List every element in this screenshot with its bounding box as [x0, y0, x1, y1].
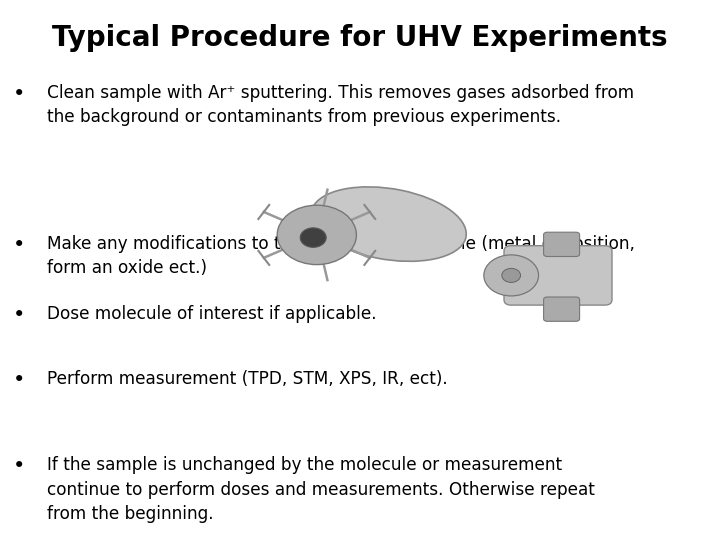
- Text: Typical Procedure for UHV Experiments: Typical Procedure for UHV Experiments: [52, 24, 668, 52]
- Ellipse shape: [311, 187, 467, 261]
- Text: Perform measurement (TPD, STM, XPS, IR, ect).: Perform measurement (TPD, STM, XPS, IR, …: [47, 370, 448, 388]
- Text: Dose molecule of interest if applicable.: Dose molecule of interest if applicable.: [47, 305, 377, 323]
- Circle shape: [300, 228, 326, 247]
- Text: •: •: [13, 456, 25, 476]
- Circle shape: [277, 205, 356, 265]
- Text: Clean sample with Ar⁺ sputtering. This removes gases adsorbed from
the backgroun: Clean sample with Ar⁺ sputtering. This r…: [47, 84, 634, 126]
- Text: •: •: [13, 370, 25, 390]
- FancyBboxPatch shape: [504, 246, 612, 305]
- Circle shape: [502, 268, 521, 282]
- Text: •: •: [13, 235, 25, 255]
- Text: Make any modifications to the sample if applicable (metal deposition,
form an ox: Make any modifications to the sample if …: [47, 235, 634, 277]
- FancyBboxPatch shape: [544, 232, 580, 256]
- Text: •: •: [13, 305, 25, 325]
- Text: If the sample is unchanged by the molecule or measurement
continue to perform do: If the sample is unchanged by the molecu…: [47, 456, 595, 523]
- Circle shape: [484, 255, 539, 296]
- FancyBboxPatch shape: [544, 297, 580, 321]
- Text: •: •: [13, 84, 25, 104]
- Bar: [216, 151, 518, 302]
